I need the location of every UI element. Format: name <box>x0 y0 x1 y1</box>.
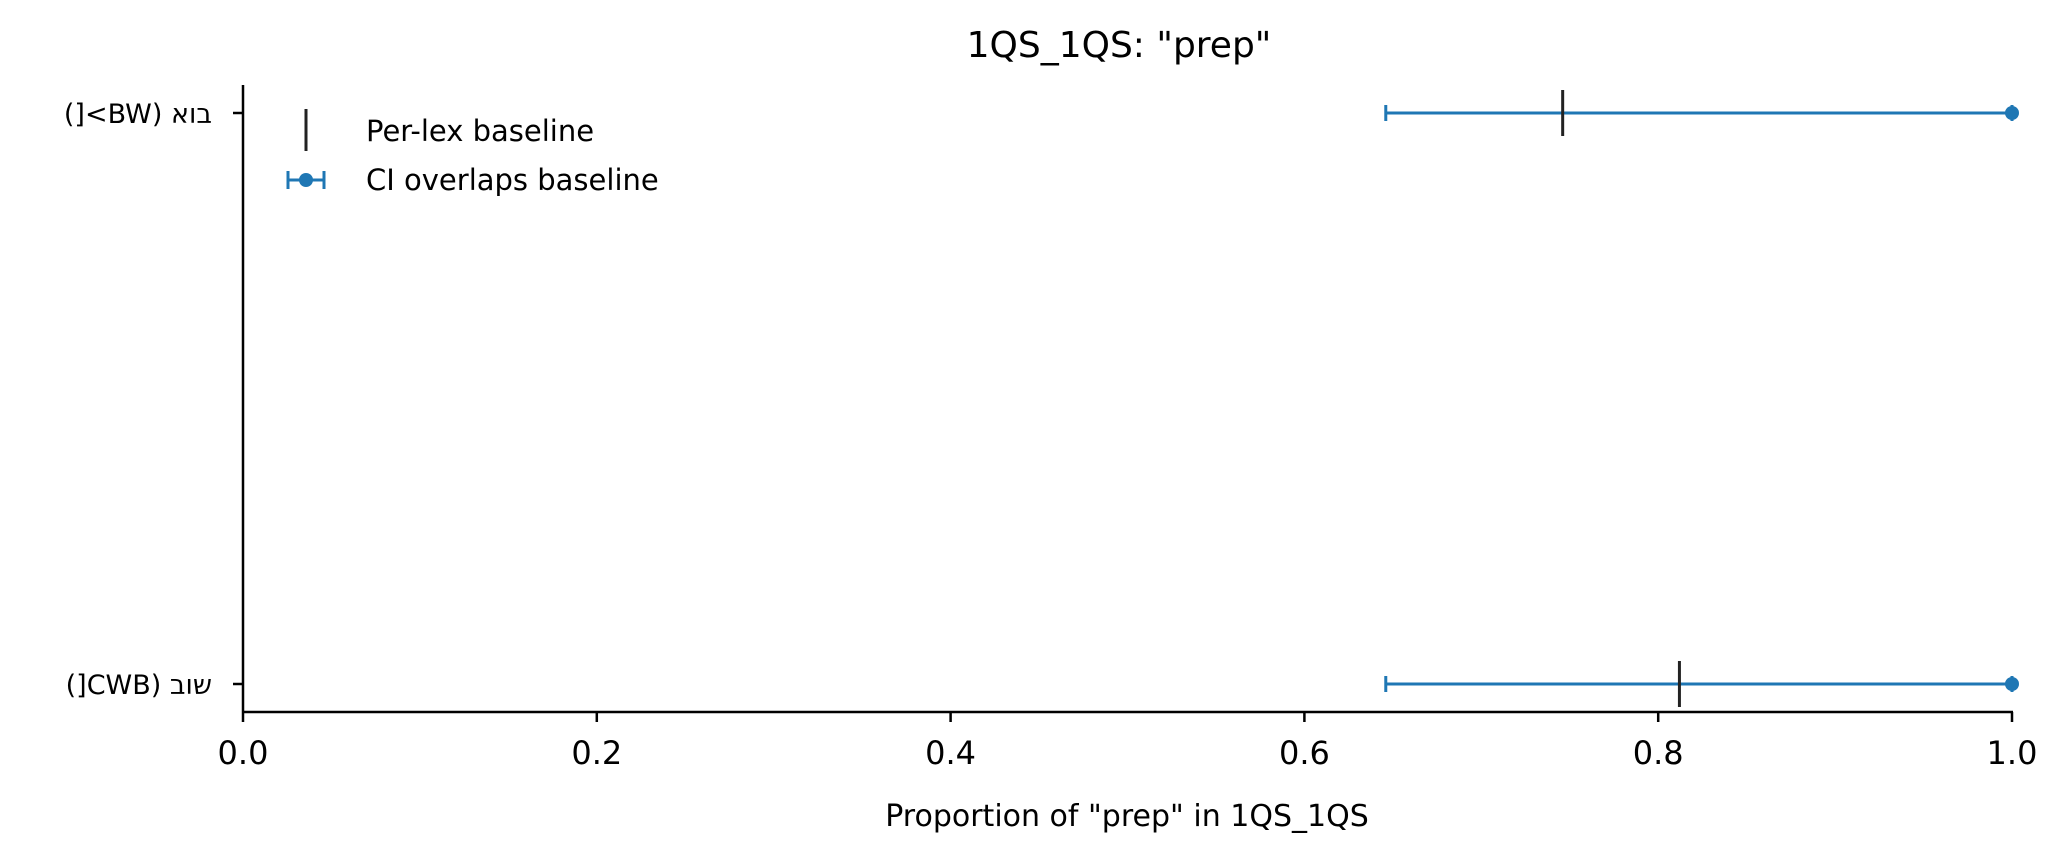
y-tick-label: שוב (CWB[) <box>66 670 212 701</box>
data-point <box>2005 677 2019 691</box>
plot-area <box>1384 90 2019 707</box>
data-point <box>2005 106 2019 120</box>
x-tick-label: 0.0 <box>218 734 269 772</box>
chart-title: 1QS_1QS: "prep" <box>967 25 1272 66</box>
x-tick-label: 0.6 <box>1279 734 1330 772</box>
x-ticks: 0.0 0.2 0.4 0.6 0.8 1.0 <box>218 712 2038 772</box>
x-tick-label: 0.4 <box>925 734 976 772</box>
y-tick-label: בוא (BW>[) <box>64 99 212 130</box>
x-tick-label: 0.2 <box>571 734 622 772</box>
x-tick-label: 0.8 <box>1633 734 1684 772</box>
x-axis-label: Proportion of "prep" in 1QS_1QS <box>885 799 1369 834</box>
legend-ci-point <box>299 173 313 187</box>
legend: Per-lex baseline CI overlaps baseline <box>286 109 659 197</box>
legend-entry-ci: CI overlaps baseline <box>366 163 659 197</box>
x-tick-label: 1.0 <box>1987 734 2038 772</box>
y-ticks: בוא (BW>[) שוב (CWB[) <box>64 99 243 701</box>
legend-entry-baseline: Per-lex baseline <box>366 114 594 148</box>
